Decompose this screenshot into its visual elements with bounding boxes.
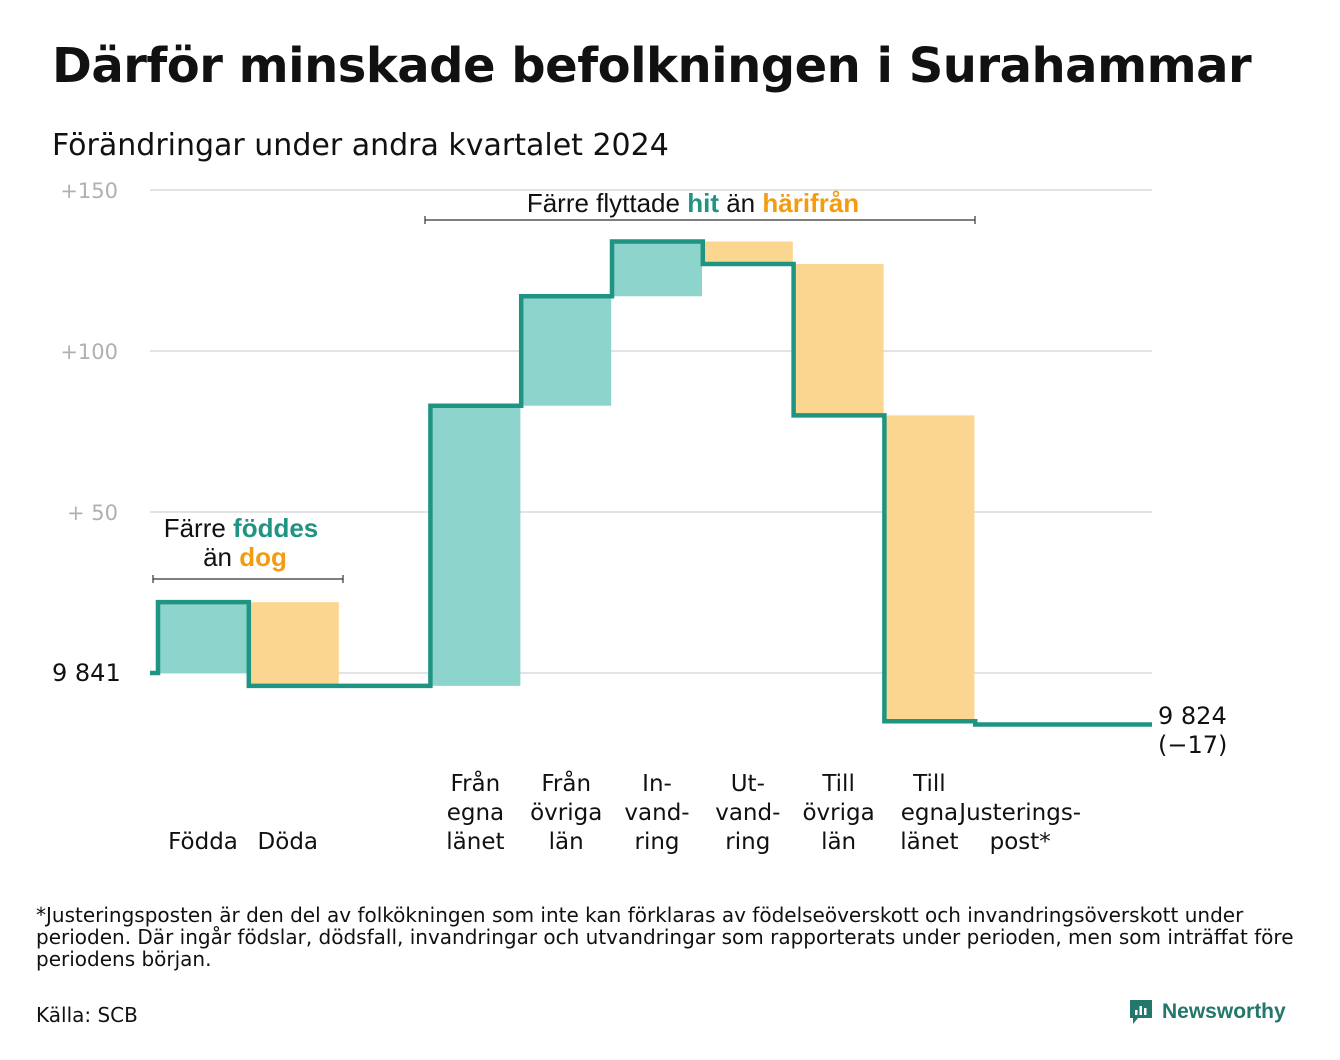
category-labels: Födda Döda Från egna länet Från övriga län In-va… — [168, 769, 1081, 855]
category-label: länet — [446, 829, 504, 855]
births-annotation-line1: Färre föddes — [164, 513, 319, 543]
end-value-label: 9 824 — [1158, 702, 1227, 730]
waterfall-chart: +150 +100 + 50 9 841 Födda Döda Från egna länet… — [52, 179, 1227, 855]
y-axis-ticks: +150 +100 + 50 9 841 — [52, 179, 121, 687]
footnote: *Justeringsposten är den del av folkökni… — [36, 903, 1294, 971]
category-label: Från — [541, 769, 591, 797]
category-label: övriga — [530, 800, 602, 826]
y-tick-label: +150 — [60, 179, 118, 203]
bars — [158, 241, 975, 722]
change-label: (−17) — [1158, 731, 1227, 759]
population-step-line — [150, 239, 1152, 727]
y-tick-label: + 50 — [67, 501, 118, 525]
bar-inflow — [612, 241, 702, 297]
category-label: ring — [634, 829, 679, 855]
category-label: länet — [900, 829, 958, 855]
category-label: Döda — [258, 829, 318, 855]
category-label: län — [549, 829, 584, 855]
category-label: egna — [901, 800, 958, 826]
category-label: Födda — [168, 829, 238, 855]
brand: Newsworthy — [1128, 998, 1286, 1026]
category-label: Justerings- — [957, 800, 1081, 826]
start-value-label: 9 841 — [52, 659, 121, 687]
y-tick-label: +100 — [60, 340, 118, 364]
category-label: Ut- — [731, 771, 765, 797]
bar-inflow — [430, 405, 521, 686]
bar-outflow — [248, 602, 339, 686]
migration-annotation: Färre flyttade hit än härifrån — [527, 188, 859, 218]
bar-inflow — [158, 602, 248, 673]
brand-name: Newsworthy — [1162, 1000, 1286, 1023]
category-label: egna — [447, 800, 504, 826]
category-label: Från — [451, 769, 501, 797]
newsworthy-logo-icon — [1130, 1000, 1152, 1024]
births-annotation-line2: än dog — [203, 542, 287, 572]
category-label: vand- — [624, 800, 689, 826]
bar-outflow — [884, 415, 975, 722]
category-label: övriga — [802, 800, 874, 826]
bar-inflow — [521, 296, 612, 406]
end-value: 9 824(−17) — [1158, 702, 1227, 759]
chart-title: Därför minskade befolkningen i Surahamma… — [52, 38, 1252, 94]
category-label: vand- — [715, 800, 780, 826]
category-label: län — [821, 829, 856, 855]
category-label: post* — [990, 829, 1051, 855]
bar-outflow — [793, 264, 884, 416]
bar-outflow — [702, 241, 793, 265]
category-label: Till — [912, 771, 946, 797]
chart-subtitle: Förändringar under andra kvartalet 2024 — [52, 128, 669, 163]
annotations: Färre flyttade hit än härifrån Färre född… — [152, 188, 976, 583]
category-label: In- — [642, 771, 672, 797]
source: Källa: SCB — [36, 1003, 138, 1027]
step-line — [150, 239, 1152, 727]
category-label: Till — [821, 771, 855, 797]
category-label: ring — [725, 829, 770, 855]
